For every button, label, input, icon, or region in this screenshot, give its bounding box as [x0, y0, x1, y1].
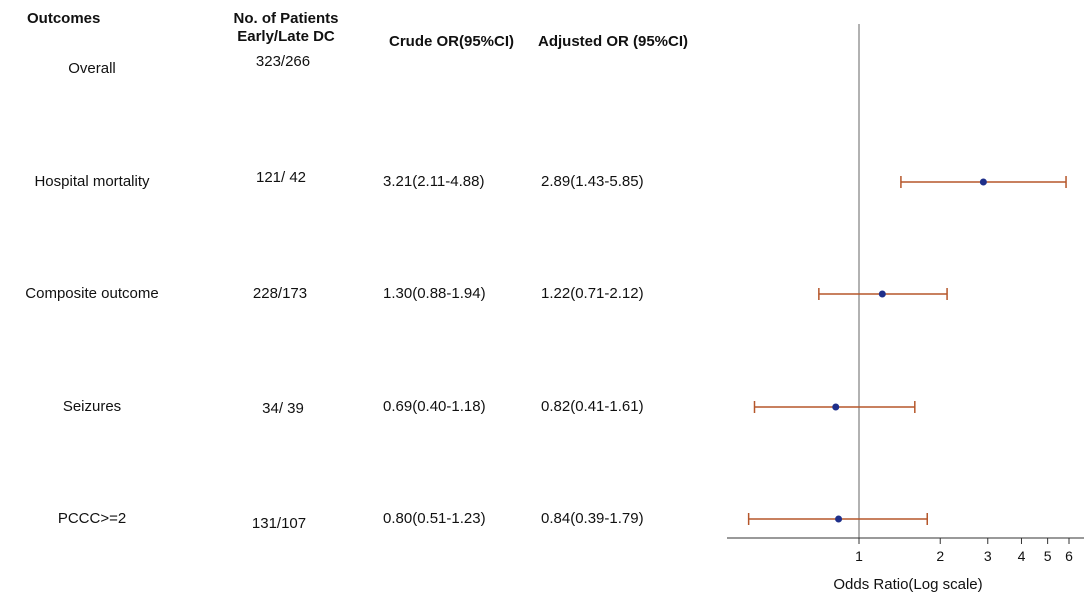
point-estimate-hospital-mortality — [979, 178, 987, 186]
overall-patients: 323/266 — [255, 53, 311, 70]
row-patients-hospital-mortality: 121/ 42 — [255, 169, 307, 186]
x-tick-label-3: 3 — [984, 548, 992, 564]
row-label-composite-outcome: Composite outcome — [25, 285, 159, 302]
row-crude-seizures: 0.69(0.40-1.18) — [383, 398, 486, 415]
row-crude-hospital-mortality: 3.21(2.11-4.88) — [383, 173, 485, 190]
x-axis-title: Odds Ratio(Log scale) — [833, 576, 982, 593]
point-estimate-composite-outcome — [878, 290, 886, 298]
row-crude-composite-outcome: 1.30(0.88-1.94) — [383, 285, 486, 302]
row-patients-seizures: 34/ 39 — [262, 400, 304, 417]
overall-label: Overall — [68, 60, 116, 77]
row-adjusted-pccc: 0.84(0.39-1.79) — [541, 510, 644, 527]
row-adjusted-hospital-mortality: 2.89(1.43-5.85) — [541, 173, 644, 190]
row-crude-pccc: 0.80(0.51-1.23) — [383, 510, 486, 527]
row-adjusted-composite-outcome: 1.22(0.71-2.12) — [541, 285, 644, 302]
header-adjusted-or: Adjusted OR (95%CI) — [538, 33, 689, 50]
x-tick-label-5: 5 — [1044, 548, 1052, 564]
x-tick-label-2: 2 — [936, 548, 944, 564]
row-label-seizures: Seizures — [62, 398, 122, 415]
row-label-hospital-mortality: Hospital mortality — [34, 173, 150, 190]
point-estimate-pccc-2 — [835, 515, 843, 523]
point-estimate-seizures — [832, 403, 840, 411]
header-crude-or: Crude OR(95%CI) — [389, 33, 515, 50]
x-tick-label-1: 1 — [855, 548, 863, 564]
x-tick-label-4: 4 — [1018, 548, 1026, 564]
row-adjusted-seizures: 0.82(0.41-1.61) — [541, 398, 644, 415]
row-patients-pccc: 131/107 — [251, 515, 307, 532]
header-patients-line1: No. of Patients — [233, 10, 339, 27]
header-outcomes: Outcomes — [27, 10, 101, 27]
x-tick-label-6: 6 — [1065, 548, 1073, 564]
header-patients-line2: Early/Late DC — [237, 28, 335, 45]
row-patients-composite-outcome: 228/173 — [252, 285, 308, 302]
row-label-pccc: PCCC>=2 — [57, 510, 127, 527]
